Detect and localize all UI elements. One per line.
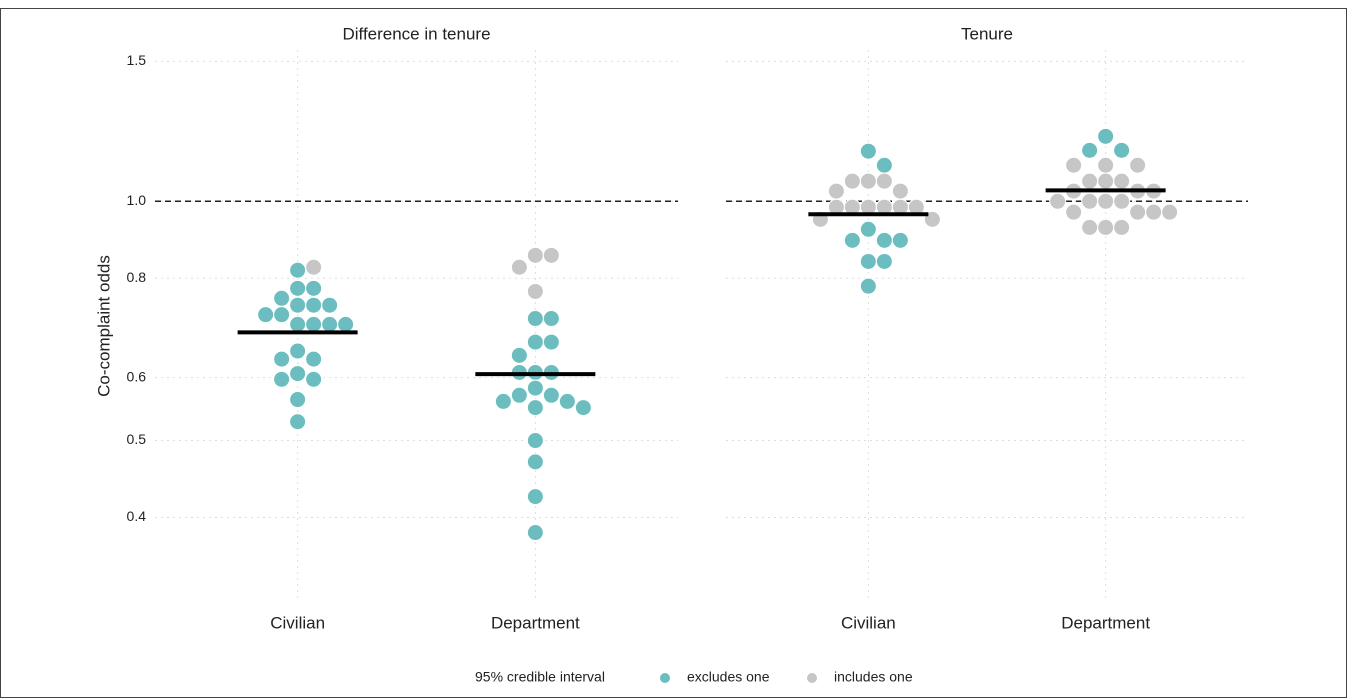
point	[542, 333, 560, 351]
x-tick-label: Department	[491, 613, 580, 632]
point	[859, 142, 877, 160]
point	[1161, 203, 1179, 221]
point	[289, 365, 307, 383]
point	[1097, 218, 1115, 236]
point	[1081, 192, 1099, 210]
panel-title: Tenure	[961, 24, 1013, 43]
point	[843, 172, 861, 190]
point	[1113, 192, 1131, 210]
point	[1097, 172, 1115, 190]
point	[891, 231, 909, 249]
point	[257, 306, 275, 324]
x-tick-label: Department	[1061, 613, 1150, 632]
point	[1113, 218, 1131, 236]
point	[1097, 156, 1115, 174]
point	[542, 246, 560, 264]
legend-title: 95% credible interval	[475, 669, 605, 685]
point	[891, 182, 909, 200]
point	[875, 172, 893, 190]
point	[321, 315, 339, 333]
point	[273, 289, 291, 307]
point	[526, 453, 544, 471]
point	[1081, 172, 1099, 190]
point	[1065, 203, 1083, 221]
point	[289, 342, 307, 360]
point	[289, 391, 307, 409]
point	[526, 282, 544, 300]
point	[542, 310, 560, 328]
point	[1097, 127, 1115, 145]
panel-title: Difference in tenure	[342, 24, 490, 43]
point	[526, 310, 544, 328]
point	[1081, 218, 1099, 236]
point	[289, 413, 307, 431]
point	[859, 220, 877, 238]
point	[273, 306, 291, 324]
x-tick-label: Civilian	[841, 613, 896, 632]
point	[289, 261, 307, 279]
frame	[0, 8, 1347, 698]
point	[574, 399, 592, 417]
point	[875, 252, 893, 270]
point	[526, 379, 544, 397]
point	[305, 315, 323, 333]
point	[526, 524, 544, 542]
point	[289, 296, 307, 314]
y-tick-label: 0.6	[127, 368, 147, 384]
point	[305, 350, 323, 368]
point	[843, 231, 861, 249]
point	[305, 258, 323, 276]
point	[273, 350, 291, 368]
legend-label: excludes one	[687, 669, 770, 685]
point	[875, 231, 893, 249]
y-tick-label: 0.4	[127, 508, 147, 524]
point	[1113, 141, 1131, 159]
point	[1129, 156, 1147, 174]
legend-swatch	[660, 673, 670, 683]
point	[526, 488, 544, 506]
point	[1097, 192, 1115, 210]
y-tick-label: 1.5	[127, 52, 147, 68]
point	[510, 346, 528, 364]
y-axis-label: Co-complaint odds	[94, 255, 113, 397]
y-tick-label: 0.5	[127, 431, 147, 447]
point	[1113, 172, 1131, 190]
point	[289, 279, 307, 297]
point	[494, 392, 512, 410]
point	[1065, 156, 1083, 174]
point	[289, 315, 307, 333]
point	[1081, 141, 1099, 159]
point	[1145, 203, 1163, 221]
legend-label: includes one	[834, 669, 913, 685]
point	[1129, 203, 1147, 221]
y-tick-label: 0.8	[127, 269, 147, 285]
legend-swatch	[807, 673, 817, 683]
point	[273, 370, 291, 388]
point	[526, 432, 544, 450]
point	[305, 279, 323, 297]
point	[337, 315, 355, 333]
point	[526, 246, 544, 264]
point	[859, 277, 877, 295]
point	[859, 252, 877, 270]
point	[558, 392, 576, 410]
y-tick-label: 1.0	[127, 192, 147, 208]
point	[321, 296, 339, 314]
point	[875, 156, 893, 174]
point	[510, 386, 528, 404]
point	[526, 399, 544, 417]
point	[526, 333, 544, 351]
point	[827, 182, 845, 200]
point	[305, 296, 323, 314]
point	[1049, 192, 1067, 210]
point	[305, 370, 323, 388]
point	[859, 172, 877, 190]
point	[542, 386, 560, 404]
x-tick-label: Civilian	[270, 613, 325, 632]
point	[510, 258, 528, 276]
